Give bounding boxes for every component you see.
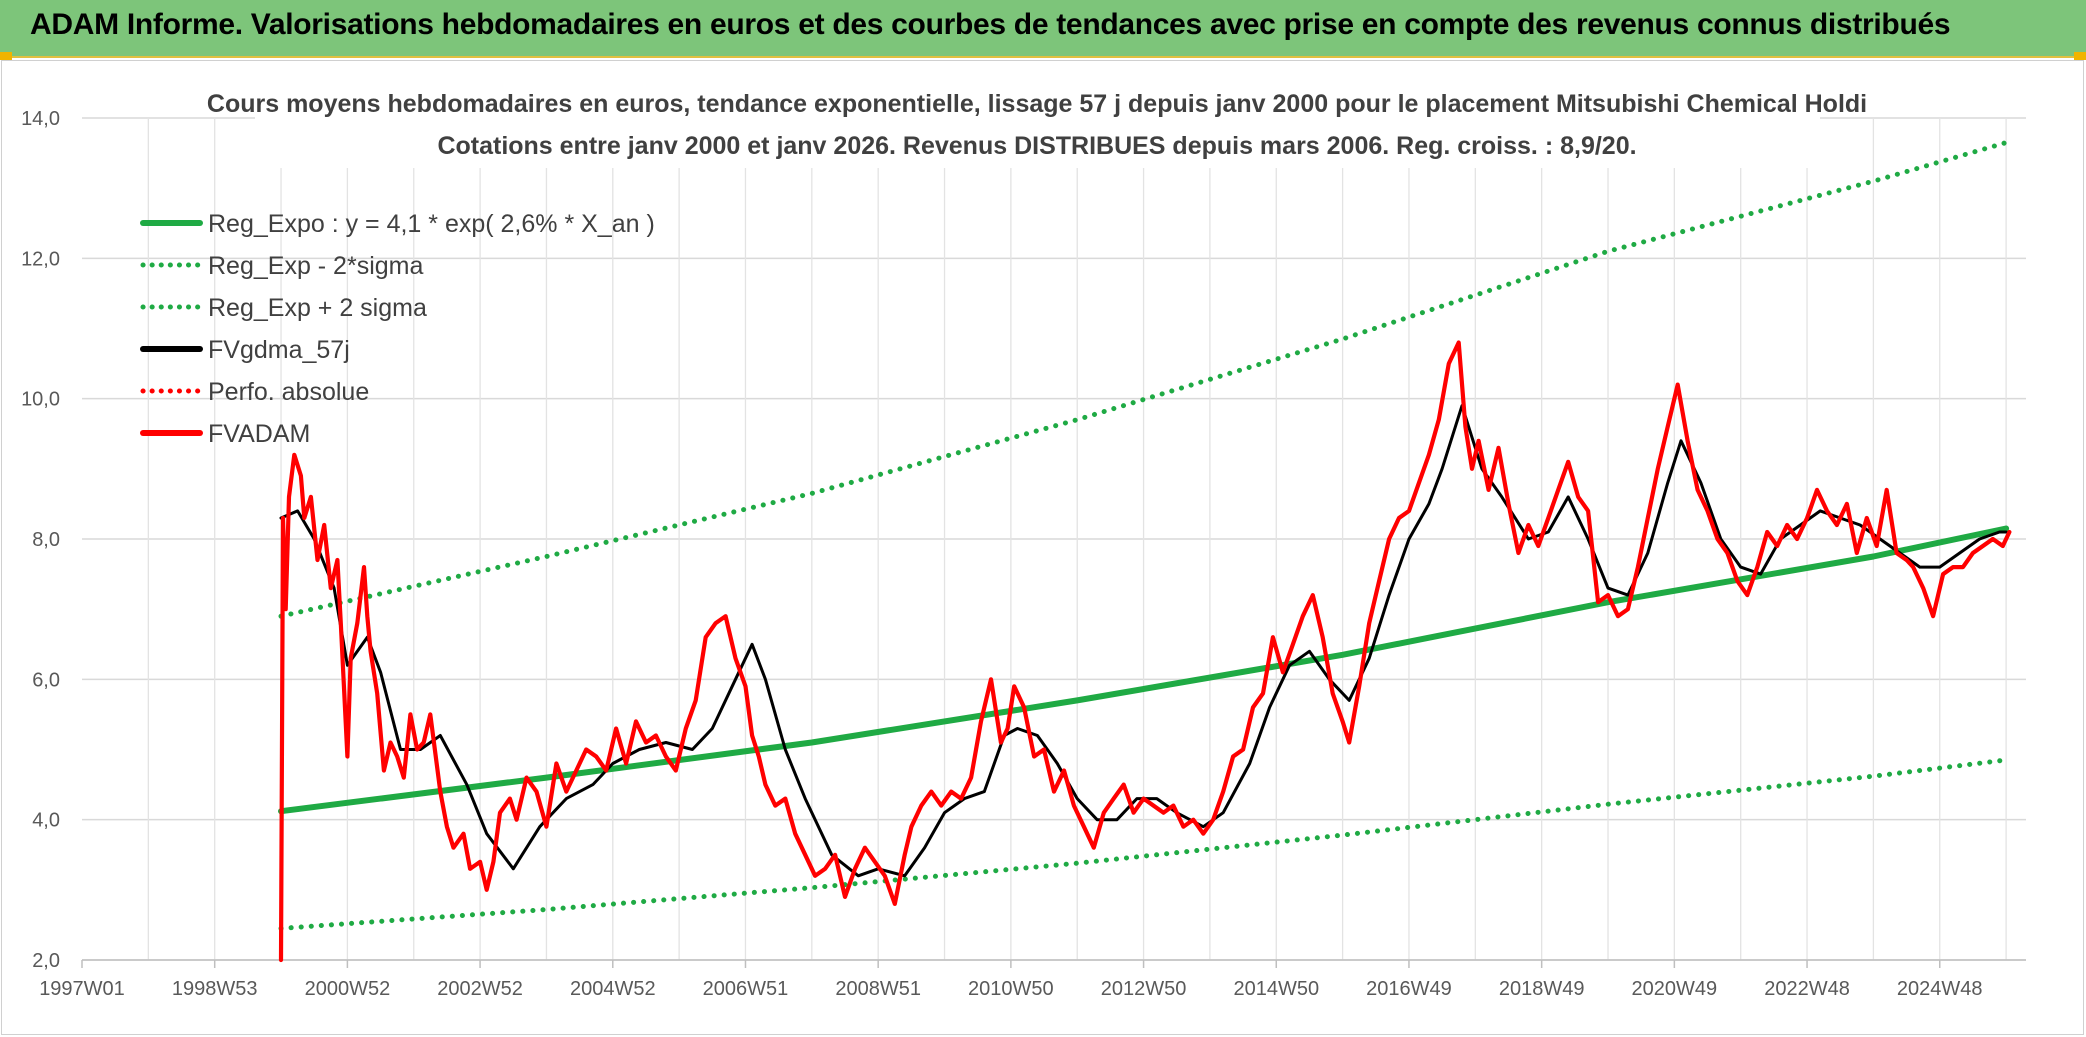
chart-axes: 2,0 4,0 6,0 8,0 10,0 12,0 14,0 1997W01 1998W53 20… [21,108,2026,1000]
x-tick-label: 2022W48 [1764,978,1850,1000]
x-tick-label: 2000W52 [305,978,391,1000]
chart-series [278,140,2012,963]
chart-title-line1: Cours moyens hebdomadaires en euros, ten… [207,90,1867,118]
x-tick-label: 2010W50 [968,978,1054,1000]
banner-corner-right [2074,52,2086,60]
chart-frame [1,60,2084,1035]
chart-title-line2: Cotations entre janv 2000 et janv 2026. … [437,132,1636,160]
x-tick-label: 2006W51 [703,978,789,1000]
y-tick-label: 2,0 [32,950,60,972]
chart-legend: Reg_Expo : y = 4,1 * exp( 2,6% * X_an ) R… [140,210,655,448]
x-tick-label: 2012W50 [1101,978,1187,1000]
legend-label: FVADAM [208,420,310,448]
x-tick-label: 2004W52 [570,978,656,1000]
title-background [255,84,1820,168]
series-reg-exp-2-sigma [278,140,2009,619]
x-tick-label: 2014W50 [1233,978,1319,1000]
series-fvgdma-57j [279,404,2008,878]
report-title: ADAM Informe. Valorisations hebdomadaire… [30,8,1951,41]
y-tick-label: 14,0 [21,108,60,130]
x-tick-label: 1998W53 [172,978,258,1000]
y-tick-label: 10,0 [21,389,60,411]
x-tick-label: 2018W49 [1499,978,1585,1000]
x-tick-label: 2016W49 [1366,978,1452,1000]
series-reg-expo-y-4-1-exp-2-6-x-an [278,525,2010,815]
chart-grid [82,117,2026,961]
x-tick-label: 2002W52 [437,978,523,1000]
legend-label: FVgdma_57j [208,336,350,364]
legend-label: Reg_Exp - 2*sigma [208,252,423,280]
banner-corner-left [0,52,12,60]
series-reg-exp-2-sigma [278,757,2009,931]
y-tick-label: 8,0 [32,529,60,551]
x-tick-label: 2024W48 [1897,978,1983,1000]
legend-label: Reg_Expo : y = 4,1 * exp( 2,6% * X_an ) [208,210,655,238]
y-tick-label: 12,0 [21,248,60,270]
y-tick-label: 6,0 [32,669,60,691]
y-tick-label: 4,0 [32,810,60,832]
legend-label: Reg_Exp + 2 sigma [208,294,427,322]
x-tick-label: 1997W01 [39,978,125,1000]
series-fvadam [278,340,2012,963]
legend-label: Perfo. absolue [208,378,369,406]
report-banner: ADAM Informe. Valorisations hebdomadaire… [0,0,2086,58]
x-tick-label: 2008W51 [835,978,921,1000]
x-tick-label: 2020W49 [1632,978,1718,1000]
